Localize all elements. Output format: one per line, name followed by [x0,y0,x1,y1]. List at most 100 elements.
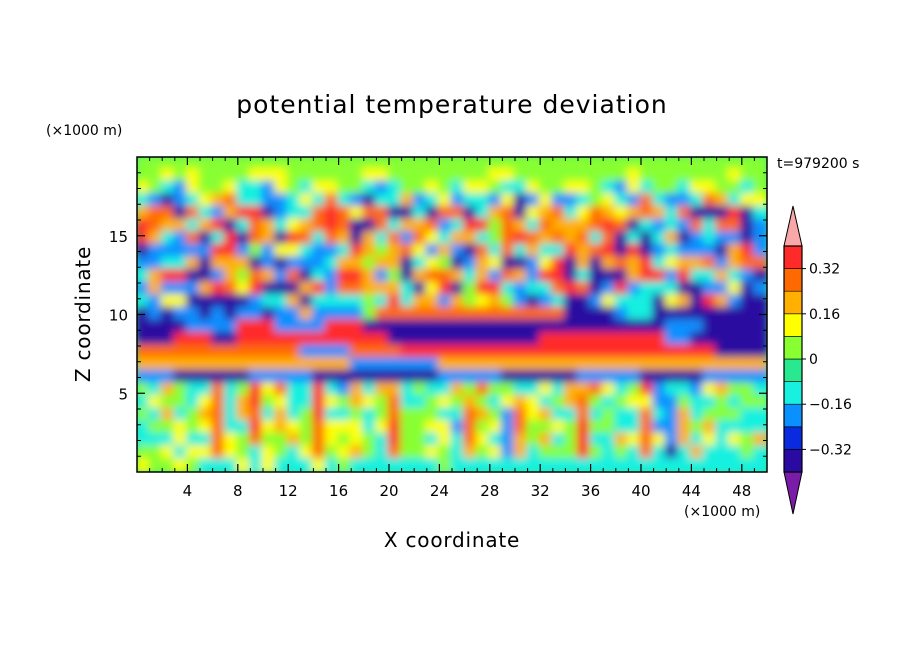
field-cell [526,243,542,260]
field-cell [198,256,215,272]
field-cell [324,394,341,411]
field-cell [614,205,630,222]
field-cell [639,369,656,386]
field-cell [261,205,278,222]
field-cell [198,268,215,285]
field-cell [160,344,177,361]
field-cell [513,231,530,247]
field-cell [324,157,341,172]
field-cell [261,218,278,235]
field-cell [677,407,693,424]
field-cell [236,294,252,310]
field-cell [400,180,416,197]
field-cell [437,281,454,298]
field-cell [173,432,189,449]
field-cell [400,193,416,209]
field-cell [652,331,668,348]
x-unit-label: (×1000 m) [684,504,760,520]
field-cell [211,294,227,310]
field-cell [715,394,731,411]
field-cell [387,319,404,335]
field-cell [248,294,265,310]
field-cell [614,420,630,436]
field-cell [160,432,177,449]
field-cell [198,231,215,247]
field-cell [387,205,404,222]
field-cell [740,382,756,398]
field-cell [715,306,731,323]
field-cell [639,445,656,461]
field-cell [211,319,227,335]
field-cell [702,445,719,461]
field-cell [274,281,290,298]
field-cell [311,157,328,172]
x-tick-label: 16 [329,482,348,500]
field-cell [198,407,215,424]
field-cell [563,256,580,272]
field-cell [299,432,315,449]
field-cell [752,256,767,272]
field-cell [500,243,517,260]
field-cell [715,168,731,184]
field-cell [211,157,227,172]
field-cell [488,281,504,298]
field-cell [274,256,290,272]
field-cell [538,281,555,298]
colorbar-segment [783,268,803,292]
field-cell [400,407,416,424]
field-cell [450,357,467,373]
field-cell [526,420,542,436]
field-cell [752,157,767,172]
field-cell [286,268,303,285]
colorbar-tick-label: −0.32 [809,442,852,458]
field-cell [349,180,366,197]
field-cell [639,231,656,247]
field-cell [752,231,767,247]
field-cell [425,344,441,361]
field-cell [223,394,240,411]
field-cell [463,331,479,348]
field-cell [198,180,215,197]
field-cell [475,268,492,285]
field-cell [626,193,643,209]
field-cell [551,231,567,247]
field-cell [589,193,605,209]
colorbar: 0.32 0.16 0 −0.16 −0.32 [783,205,852,515]
field-cell [337,319,353,335]
field-cell [576,157,593,172]
field-cell [450,168,467,184]
field-cell [526,268,542,285]
field-cell [576,231,593,247]
field-cell [223,445,240,461]
field-cell [450,432,467,449]
field-cell [223,432,240,449]
field-cell [362,180,378,197]
field-cell [727,319,744,335]
field-cell [274,268,290,285]
field-cell [236,243,252,260]
field-cell [689,457,706,472]
field-cell [639,243,656,260]
field-cell [400,369,416,386]
field-cell [236,331,252,348]
field-cell [589,281,605,298]
field-cell [715,180,731,197]
field-cell [677,268,693,285]
field-cell [551,407,567,424]
field-cell [639,407,656,424]
field-cell [526,180,542,197]
field-cell [513,268,530,285]
field-cell [148,281,164,298]
field-cell [299,331,315,348]
field-cell [463,357,479,373]
field-cell [148,218,164,235]
field-cell [614,157,630,172]
field-cell [137,357,152,373]
field-cell [488,180,504,197]
field-cell [475,243,492,260]
field-cell [211,168,227,184]
field-cell [488,344,504,361]
field-cell [551,157,567,172]
field-cell [614,432,630,449]
field-cell [412,243,429,260]
